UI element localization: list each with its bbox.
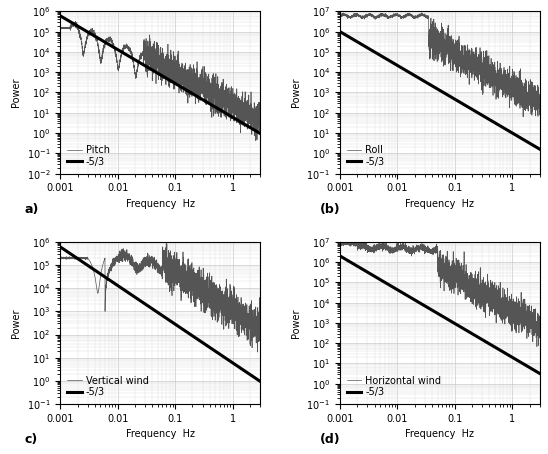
Vertical wind — [253, 340, 260, 345]
Pitch — [253, 116, 260, 122]
Roll — [520, 114, 527, 119]
-5/3 — [336, 253, 343, 259]
Legend: Pitch, -5/3: Pitch, -5/3 — [65, 143, 111, 169]
Y-axis label: Power: Power — [11, 308, 21, 338]
-5/3 — [372, 49, 378, 55]
-5/3 — [134, 296, 140, 301]
-5/3 — [92, 267, 98, 273]
Vertical wind — [163, 240, 169, 246]
Pitch — [80, 50, 87, 55]
Roll — [536, 109, 543, 115]
Pitch — [253, 138, 259, 143]
-5/3 — [142, 301, 149, 307]
Line: -5/3: -5/3 — [60, 16, 260, 133]
Pitch — [231, 110, 238, 115]
-5/3 — [57, 13, 64, 19]
Horizontal wind — [422, 247, 429, 252]
-5/3 — [231, 361, 238, 367]
-5/3 — [80, 26, 87, 32]
Vertical wind — [231, 312, 238, 318]
Pitch — [92, 34, 98, 39]
Horizontal wind — [356, 238, 363, 243]
-5/3 — [253, 376, 259, 381]
X-axis label: Frequency  Hz: Frequency Hz — [406, 429, 475, 439]
Roll — [511, 102, 518, 107]
-5/3 — [336, 29, 343, 35]
Horizontal wind — [359, 245, 366, 250]
Line: -5/3: -5/3 — [340, 32, 540, 149]
-5/3 — [533, 144, 539, 150]
X-axis label: Frequency  Hz: Frequency Hz — [125, 199, 195, 209]
-5/3 — [231, 116, 238, 121]
-5/3 — [372, 274, 378, 279]
-5/3 — [413, 74, 420, 79]
Horizontal wind — [533, 319, 539, 325]
Pitch — [134, 67, 140, 73]
Line: Vertical wind: Vertical wind — [60, 243, 260, 352]
Roll — [336, 14, 343, 19]
-5/3 — [92, 34, 98, 39]
-5/3 — [422, 79, 429, 84]
Vertical wind — [134, 272, 140, 277]
-5/3 — [134, 58, 140, 64]
Roll — [533, 88, 539, 94]
Roll — [413, 15, 420, 20]
-5/3 — [257, 379, 264, 384]
-5/3 — [253, 128, 259, 134]
-5/3 — [422, 303, 429, 309]
Vertical wind — [254, 349, 261, 355]
Pitch — [142, 69, 149, 74]
-5/3 — [536, 371, 543, 376]
Roll — [422, 14, 429, 20]
Y-axis label: Power: Power — [291, 308, 301, 338]
Legend: Vertical wind, -5/3: Vertical wind, -5/3 — [65, 374, 150, 399]
Y-axis label: Power: Power — [11, 78, 21, 107]
-5/3 — [257, 131, 264, 136]
-5/3 — [536, 147, 543, 152]
Horizontal wind — [336, 240, 343, 246]
Horizontal wind — [413, 246, 420, 252]
Vertical wind — [257, 328, 264, 334]
Text: a): a) — [24, 203, 39, 216]
Line: -5/3: -5/3 — [60, 247, 260, 381]
Vertical wind — [57, 256, 64, 261]
-5/3 — [533, 369, 539, 374]
Line: Roll: Roll — [340, 13, 540, 117]
Horizontal wind — [536, 322, 543, 328]
Pitch — [72, 19, 78, 24]
Roll — [359, 13, 366, 19]
Roll — [418, 10, 425, 15]
Text: c): c) — [24, 433, 38, 446]
-5/3 — [359, 42, 366, 48]
Line: Horizontal wind: Horizontal wind — [340, 241, 540, 347]
Y-axis label: Power: Power — [291, 78, 301, 107]
Horizontal wind — [511, 325, 518, 331]
-5/3 — [413, 298, 420, 304]
X-axis label: Frequency  Hz: Frequency Hz — [406, 199, 475, 209]
-5/3 — [142, 63, 149, 69]
-5/3 — [57, 244, 64, 250]
X-axis label: Frequency  Hz: Frequency Hz — [125, 429, 195, 439]
-5/3 — [80, 260, 87, 265]
Vertical wind — [92, 274, 98, 279]
Pitch — [257, 121, 264, 127]
Text: (d): (d) — [320, 433, 341, 446]
-5/3 — [511, 132, 518, 137]
Vertical wind — [80, 255, 87, 260]
Line: -5/3: -5/3 — [340, 256, 540, 374]
Roll — [372, 15, 378, 20]
-5/3 — [359, 266, 366, 272]
Line: Pitch: Pitch — [60, 21, 260, 141]
-5/3 — [511, 356, 518, 361]
Legend: Roll, -5/3: Roll, -5/3 — [345, 143, 386, 169]
Legend: Horizontal wind, -5/3: Horizontal wind, -5/3 — [345, 374, 443, 399]
Vertical wind — [142, 257, 149, 263]
Horizontal wind — [372, 246, 378, 252]
Pitch — [57, 25, 64, 31]
Horizontal wind — [534, 344, 540, 350]
Text: (b): (b) — [320, 203, 341, 216]
